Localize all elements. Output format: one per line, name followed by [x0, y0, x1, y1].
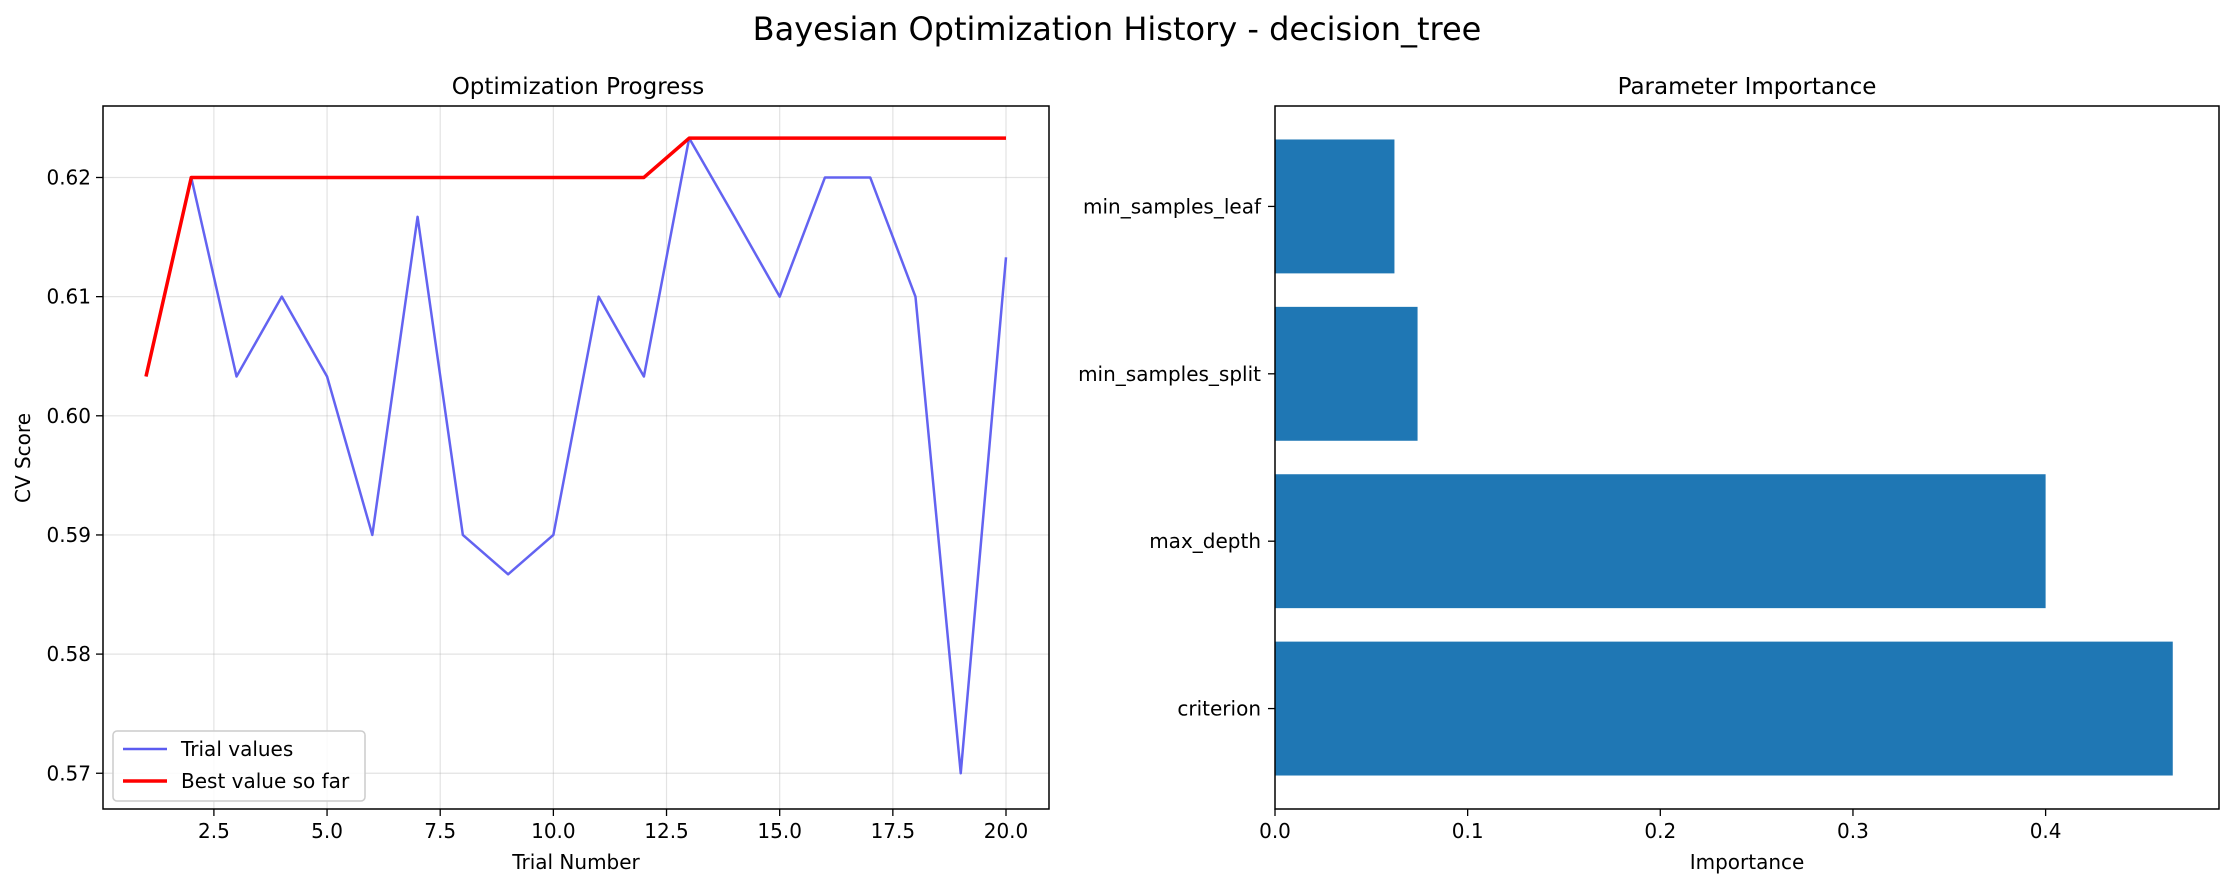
left-x-tick-label: 20.0 — [984, 819, 1029, 843]
legend-label-trial-values: Trial values — [180, 737, 293, 761]
left-x-ticks: 2.5 5.0 7.5 10.0 12.5 15.0 17.5 20.0 — [198, 809, 1028, 843]
series-line-best-value — [144, 136, 1006, 377]
left-y-tick-label: 0.59 — [46, 523, 91, 547]
left-y-tick-label: 0.61 — [46, 285, 91, 309]
legend: Trial values Best value so far — [112, 730, 366, 802]
right-bars — [1275, 139, 2173, 776]
figure-title: Bayesian Optimization History - decision… — [753, 10, 1482, 48]
right-y-ticks: criterion max_depth min_samples_split min_s… — [1078, 194, 1275, 721]
right-x-tick-label: 0.2 — [1644, 819, 1676, 843]
right-x-ticks: 0.0 0.1 0.2 0.3 0.4 — [1259, 809, 2062, 843]
left-y-tick-label: 0.62 — [46, 165, 91, 189]
right-x-tick-label: 0.3 — [1837, 819, 1869, 843]
bar-criterion — [1275, 641, 2173, 776]
left-x-tick-label: 7.5 — [424, 819, 456, 843]
right-x-tick-label: 0.0 — [1259, 819, 1291, 843]
left-x-tick-label: 15.0 — [757, 819, 802, 843]
bar-min-samples-leaf — [1275, 139, 1395, 274]
right-y-tick-label: min_samples_split — [1078, 362, 1261, 386]
left-plot-frame — [102, 105, 1050, 810]
right-y-tick-label: max_depth — [1149, 529, 1261, 553]
left-x-tick-label: 12.5 — [644, 819, 689, 843]
left-y-ticks: 0.57 0.58 0.59 0.60 0.61 0.62 — [46, 165, 103, 785]
left-x-tick-label: 2.5 — [198, 819, 230, 843]
legend-box — [112, 730, 366, 802]
right-x-tick-label: 0.4 — [2030, 819, 2062, 843]
left-x-axis-label: Trial Number — [511, 850, 640, 874]
right-y-tick-label: criterion — [1177, 697, 1261, 721]
right-x-tick-label: 0.1 — [1452, 819, 1484, 843]
left-y-tick-label: 0.58 — [46, 642, 91, 666]
series-line-trial-values — [144, 136, 1008, 775]
bar-min-samples-split — [1275, 306, 1418, 441]
left-y-tick-label: 0.57 — [46, 761, 91, 785]
left-x-tick-label: 5.0 — [311, 819, 343, 843]
left-x-tick-label: 17.5 — [871, 819, 916, 843]
right-y-tick-label: min_samples_leaf — [1083, 194, 1262, 218]
right-chart-title: Parameter Importance — [1618, 74, 1877, 100]
left-y-axis-label: CV Score — [11, 413, 35, 503]
legend-label-best-value: Best value so far — [181, 769, 350, 793]
parameter-importance-chart: Parameter Importance criterion max_depth m… — [1078, 74, 2220, 874]
optimization-progress-chart: Optimization Progress 2.5 5.0 7.5 10.0 12.5 1… — [11, 74, 1050, 874]
left-y-tick-label: 0.60 — [46, 404, 91, 428]
bar-max-depth — [1275, 474, 2046, 609]
right-x-axis-label: Importance — [1690, 850, 1805, 874]
right-plot-frame — [1274, 105, 2220, 810]
left-x-tick-label: 10.0 — [531, 819, 576, 843]
left-series-lines — [144, 136, 1008, 775]
left-chart-title: Optimization Progress — [452, 74, 705, 100]
